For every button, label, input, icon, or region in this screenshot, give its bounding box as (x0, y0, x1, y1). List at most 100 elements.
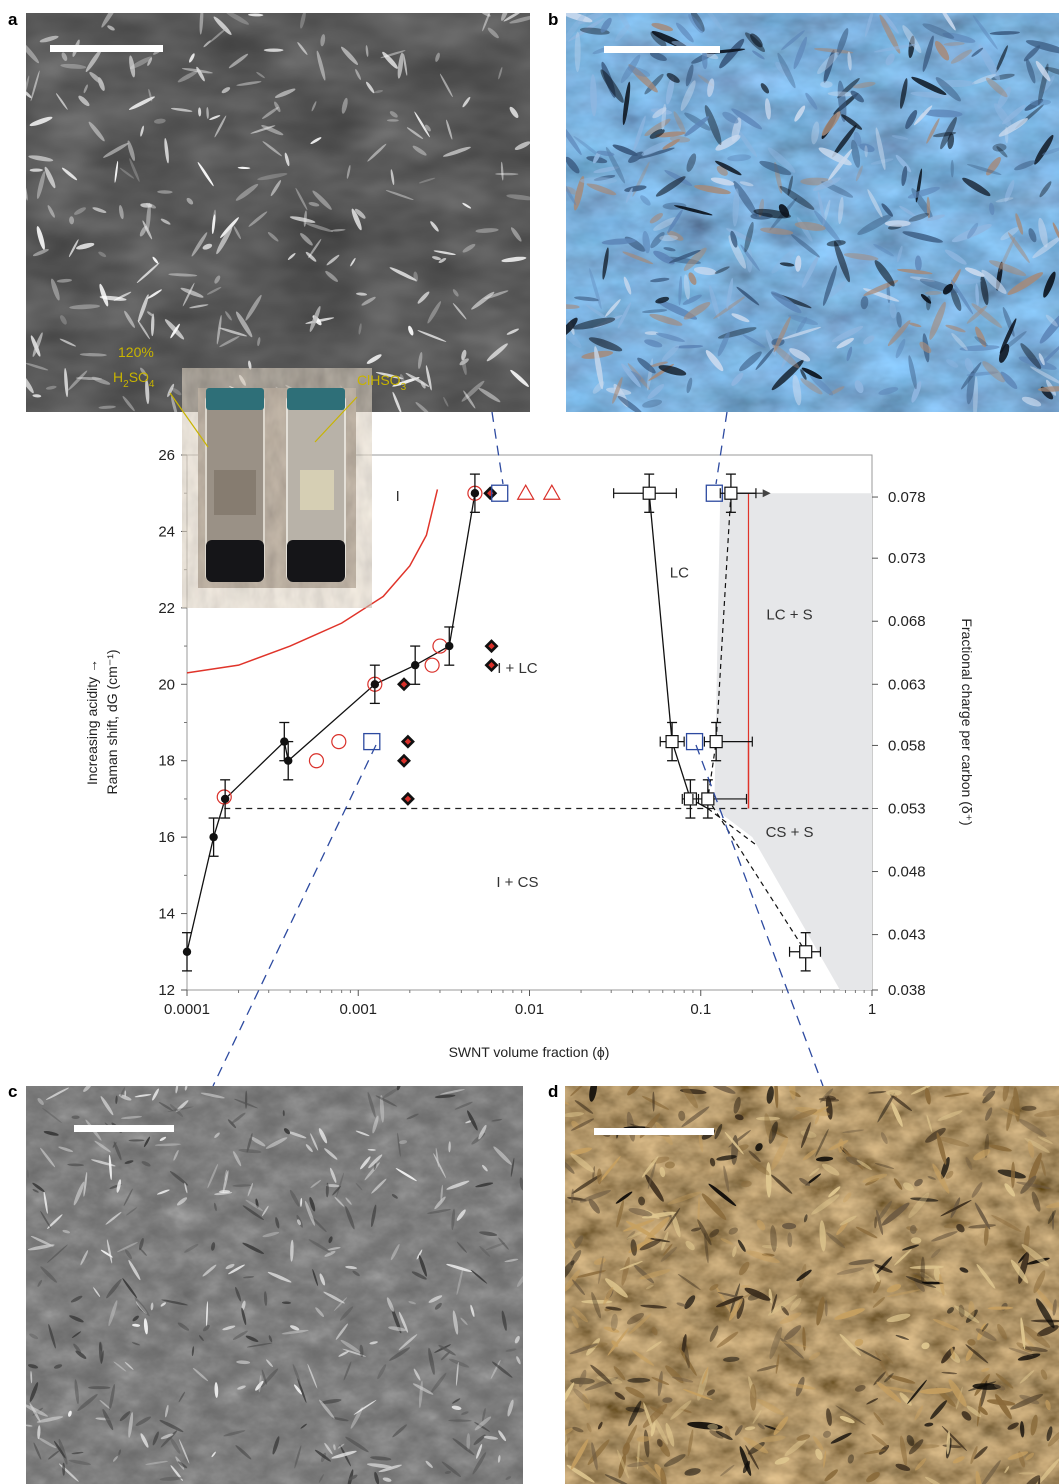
texture-streak (289, 1325, 300, 1331)
texture-streak (456, 1241, 467, 1253)
texture-streak (864, 13, 874, 37)
texture-streak (323, 1291, 345, 1304)
texture-streak (771, 248, 797, 274)
texture-streak (731, 117, 742, 142)
texture-streak (146, 202, 151, 232)
texture-streak (574, 31, 581, 73)
texture-streak (901, 166, 908, 187)
texture-streak (32, 248, 49, 257)
texture-streak (623, 276, 632, 295)
texture-streak (102, 1409, 114, 1431)
texture-streak (820, 81, 833, 88)
texture-streak (274, 101, 281, 113)
panel-letter-d: d (548, 1082, 559, 1101)
clearing-point-marker (642, 486, 656, 500)
texture-streak (474, 1421, 491, 1432)
texture-streak (152, 256, 159, 264)
texture-streak (309, 1197, 316, 1212)
texture-streak (874, 1162, 895, 1169)
texture-streak (566, 121, 582, 156)
texture-streak (318, 1128, 328, 1144)
texture-streak (132, 1323, 141, 1327)
texture-streak (920, 293, 932, 304)
texture-streak (980, 275, 989, 306)
texture-streak (242, 1205, 264, 1221)
texture-streak (973, 1446, 988, 1460)
texture-streak (824, 1469, 838, 1482)
texture-streak (625, 187, 633, 203)
texture-streak (198, 107, 202, 117)
texture-streak (979, 1460, 1001, 1484)
texture-streak (926, 196, 931, 219)
texture-streak (26, 1169, 29, 1179)
texture-streak (375, 1095, 397, 1107)
texture-streak (872, 1297, 885, 1308)
texture-streak (234, 1098, 258, 1109)
texture-streak (1004, 179, 1015, 203)
texture-streak (574, 1100, 594, 1114)
connector-a (491, 411, 504, 485)
texture-streak (418, 1255, 427, 1277)
texture-streak (470, 1304, 475, 1317)
y2-tick-label: 0.043 (888, 927, 926, 944)
texture-streak (390, 1243, 400, 1261)
texture-streak (438, 1344, 456, 1356)
texture-streak (769, 1326, 783, 1360)
texture-streak (770, 291, 802, 314)
texture-streak (981, 269, 1007, 294)
texture-streak (487, 27, 499, 39)
texture-streak (1032, 236, 1059, 259)
texture-streak (978, 1406, 988, 1416)
texture-streak (100, 1249, 113, 1258)
texture-streak (202, 1264, 217, 1277)
texture-streak (379, 1094, 385, 1123)
texture-streak (337, 1443, 345, 1449)
texture-streak (292, 1363, 301, 1385)
texture-streak (452, 289, 459, 297)
texture-streak (565, 1437, 571, 1450)
texture-streak (50, 278, 60, 301)
texture-streak (952, 279, 982, 285)
texture-streak (243, 1276, 255, 1279)
texture-streak (809, 373, 834, 396)
texture-streak (734, 1114, 744, 1121)
texture-streak (794, 105, 806, 122)
texture-streak (233, 226, 241, 240)
texture-streak (610, 1313, 618, 1331)
texture-streak (475, 1182, 494, 1188)
texture-streak (122, 396, 135, 412)
texture-streak (218, 1189, 231, 1194)
texture-streak (434, 1302, 442, 1310)
texture-streak (177, 70, 198, 83)
texture-streak (1007, 232, 1030, 263)
texture-streak (213, 16, 232, 36)
texture-streak (641, 1156, 659, 1178)
texture-streak (300, 1197, 303, 1207)
y-tick-label: 12 (158, 982, 175, 999)
texture-streak (679, 1347, 697, 1376)
texture-streak (600, 69, 624, 103)
texture-streak (650, 277, 670, 283)
texture-streak (294, 1445, 302, 1469)
texture-streak (390, 169, 395, 186)
texture-streak (850, 90, 864, 103)
texture-streak (262, 107, 279, 119)
texture-streak (649, 1406, 664, 1415)
texture-streak (1051, 1210, 1055, 1231)
texture-streak (686, 153, 697, 172)
texture-streak (965, 1344, 989, 1364)
texture-streak (571, 1315, 579, 1329)
texture-streak (377, 1364, 387, 1380)
texture-streak (685, 64, 694, 87)
texture-streak (230, 1112, 246, 1125)
texture-streak (418, 177, 436, 184)
texture-streak (1002, 1086, 1010, 1102)
texture-streak (822, 265, 837, 306)
texture-streak (772, 344, 800, 369)
texture-streak (1038, 217, 1048, 248)
texture-streak (937, 1110, 963, 1121)
texture-streak (985, 77, 1008, 98)
texture-streak (482, 13, 491, 32)
region-label: LC + S (766, 606, 812, 623)
texture-streak (565, 1269, 581, 1292)
